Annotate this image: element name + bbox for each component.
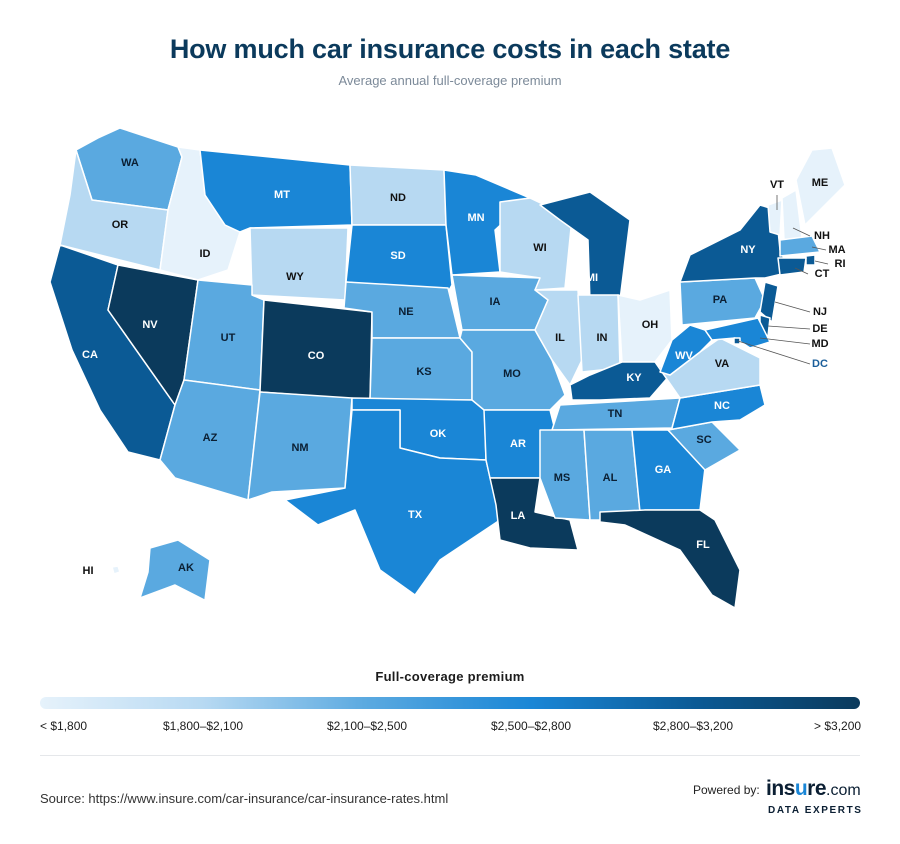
logo-tagline: DATA EXPERTS <box>768 805 863 816</box>
state-label-nv: NV <box>142 319 158 331</box>
leader-line-ma <box>811 246 827 251</box>
legend-labels: < $1,800 $1,800–$2,100 $2,100–$2,500 $2,… <box>40 719 862 735</box>
state-mn <box>443 169 531 276</box>
state-dc <box>733 337 741 345</box>
state-label-ar: AR <box>510 438 526 450</box>
state-label-wv: WV <box>675 350 693 362</box>
leader-line-de <box>767 325 811 330</box>
state-label-co: CO <box>308 350 325 362</box>
state-ak <box>139 539 229 613</box>
state-label-ms: MS <box>554 472 571 484</box>
legend-label-4: $2,500–$2,800 <box>491 719 572 733</box>
state-label-tn: TN <box>608 408 623 420</box>
state-label-ut: UT <box>221 332 236 344</box>
state-label-nc: NC <box>714 400 730 412</box>
state-sd <box>345 224 453 293</box>
state-label-al: AL <box>603 472 618 484</box>
state-label-ma: MA <box>828 244 845 256</box>
state-label-ca: CA <box>82 349 98 361</box>
state-tx <box>284 409 501 596</box>
state-label-mt: MT <box>274 189 290 201</box>
state-label-fl: FL <box>696 539 710 551</box>
legend-title: Full-coverage premium <box>375 669 525 684</box>
legend-label-3: $2,100–$2,500 <box>327 719 408 733</box>
state-label-nh: NH <box>814 230 830 242</box>
state-label-ny: NY <box>740 244 756 256</box>
state-label-dc: DC <box>812 358 828 370</box>
state-me <box>795 147 846 226</box>
leader-line-md <box>759 337 811 345</box>
state-label-mo: MO <box>503 368 521 380</box>
us-choropleth-map: WA OR CA NV ID MT WY UT AZ CO NM ND SD NE KS OK TX MN IA MO… <box>49 127 846 613</box>
leader-line-ct <box>794 267 809 275</box>
state-hi <box>111 565 121 575</box>
footer-divider <box>40 755 860 756</box>
leader-line-nj <box>774 301 811 313</box>
leader-line-nh <box>792 227 811 237</box>
state-nj <box>759 281 779 323</box>
state-label-md: MD <box>811 338 828 350</box>
chart-subtitle: Average annual full-coverage premium <box>338 73 562 88</box>
state-label-sd: SD <box>390 250 405 262</box>
state-wi <box>499 197 573 291</box>
state-label-wi: WI <box>533 242 546 254</box>
state-label-il: IL <box>555 332 565 344</box>
chart-title: How much car insurance costs in each sta… <box>169 34 731 64</box>
state-label-nj: NJ <box>813 306 827 318</box>
state-label-ks: KS <box>416 366 431 378</box>
state-label-va: VA <box>715 358 730 370</box>
state-label-de: DE <box>812 323 827 335</box>
state-nm <box>247 391 353 501</box>
state-label-mn: MN <box>467 212 484 224</box>
state-label-nd: ND <box>390 192 406 204</box>
state-label-nm: NM <box>291 442 308 454</box>
state-label-ne: NE <box>398 306 413 318</box>
legend-gradient-bar <box>40 697 860 709</box>
legend-label-2: $1,800–$2,100 <box>163 719 244 733</box>
state-label-ia: IA <box>490 296 501 308</box>
state-label-sc: SC <box>696 434 711 446</box>
state-fl <box>599 509 741 609</box>
insure-logo: insure.com <box>766 777 861 800</box>
state-label-pa: PA <box>713 294 728 306</box>
state-label-or: OR <box>112 219 129 231</box>
state-label-ga: GA <box>655 464 672 476</box>
leader-line-ri <box>814 260 829 265</box>
state-ms <box>539 429 591 521</box>
state-label-in: IN <box>597 332 608 344</box>
state-label-ak: AK <box>178 562 194 574</box>
legend-label-1: < $1,800 <box>40 719 88 733</box>
state-label-wy: WY <box>286 271 304 283</box>
state-label-ct: CT <box>815 268 830 280</box>
legend-label-5: $2,800–$3,200 <box>653 719 734 733</box>
state-ct <box>777 257 807 276</box>
state-label-me: ME <box>812 177 829 189</box>
state-label-ok: OK <box>430 428 447 440</box>
state-label-ri: RI <box>835 258 846 270</box>
state-label-az: AZ <box>203 432 218 444</box>
legend-label-6: > $3,200 <box>814 719 862 733</box>
state-label-wa: WA <box>121 157 139 169</box>
state-la <box>489 477 579 551</box>
source-note: Source: https://www.insure.com/car-insur… <box>40 791 449 806</box>
state-label-hi: HI <box>83 565 94 577</box>
state-ri <box>805 254 816 266</box>
state-label-vt: VT <box>770 179 784 191</box>
state-wy <box>249 227 349 301</box>
state-ma <box>779 235 821 257</box>
state-md <box>704 317 771 349</box>
state-label-id: ID <box>200 248 211 260</box>
state-label-ky: KY <box>626 372 642 384</box>
state-label-mi: MI <box>586 272 598 284</box>
leader-line-dc <box>737 340 811 365</box>
state-label-la: LA <box>511 510 526 522</box>
state-wv <box>659 324 713 376</box>
powered-by-label: Powered by: <box>693 783 760 797</box>
state-label-tx: TX <box>408 509 423 521</box>
state-vt <box>767 199 783 236</box>
state-label-oh: OH <box>642 319 659 331</box>
